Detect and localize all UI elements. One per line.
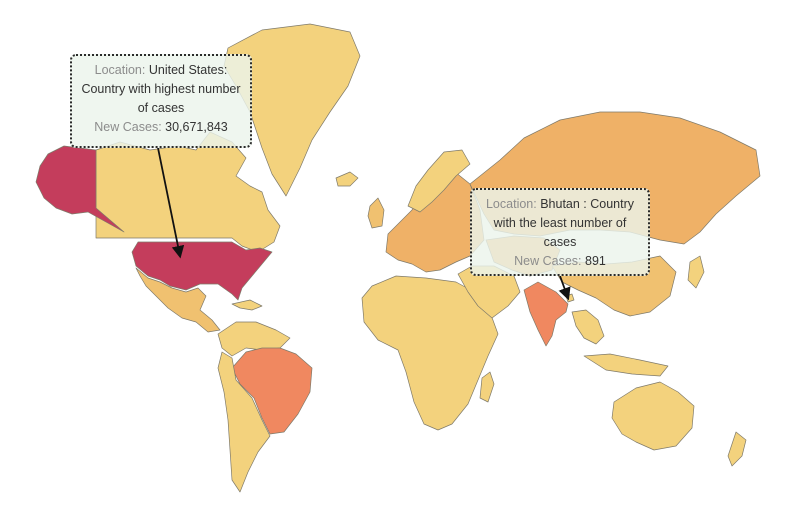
usa-annotation-arrow	[157, 147, 185, 259]
country-united-states-alaska[interactable]	[35, 145, 125, 233]
country-madagascar[interactable]	[479, 371, 495, 403]
region-southeast-asia[interactable]	[571, 309, 605, 345]
country-iceland[interactable]	[335, 171, 359, 187]
country-japan[interactable]	[687, 255, 705, 289]
region-africa[interactable]	[361, 275, 499, 431]
region-caribbean[interactable]	[231, 299, 263, 311]
country-mexico-central-america[interactable]	[135, 267, 221, 333]
usa-location-label: Location:	[94, 63, 146, 77]
country-new-zealand[interactable]	[727, 431, 747, 467]
bhutan-location-label: Location:	[485, 197, 537, 211]
usa-annotation: Location: United States: Country with hi…	[70, 54, 252, 148]
country-united-kingdom[interactable]	[367, 197, 385, 229]
country-brazil[interactable]	[231, 347, 313, 435]
bhutan-cases-label: New Cases:	[514, 254, 582, 268]
bhutan-annotation: Location: Bhutan : Country with the leas…	[470, 188, 650, 276]
country-canada[interactable]	[95, 131, 281, 253]
region-scandinavia[interactable]	[407, 149, 471, 213]
region-southern-south-america[interactable]	[217, 351, 271, 493]
bhutan-annotation-arrow	[558, 275, 571, 301]
usa-location-value: United States:	[148, 63, 228, 77]
usa-description: Country with highest number of cases	[81, 82, 241, 115]
usa-cases-label: New Cases:	[94, 120, 162, 134]
usa-cases-value: 30,671,843	[165, 120, 228, 134]
bhutan-cases-value: 891	[585, 254, 606, 268]
country-united-states[interactable]	[131, 241, 273, 301]
bhutan-location-value: Bhutan : Country with the least number o…	[493, 197, 635, 249]
country-australia[interactable]	[611, 381, 695, 451]
country-india[interactable]	[523, 281, 569, 347]
region-indonesia[interactable]	[583, 353, 669, 377]
